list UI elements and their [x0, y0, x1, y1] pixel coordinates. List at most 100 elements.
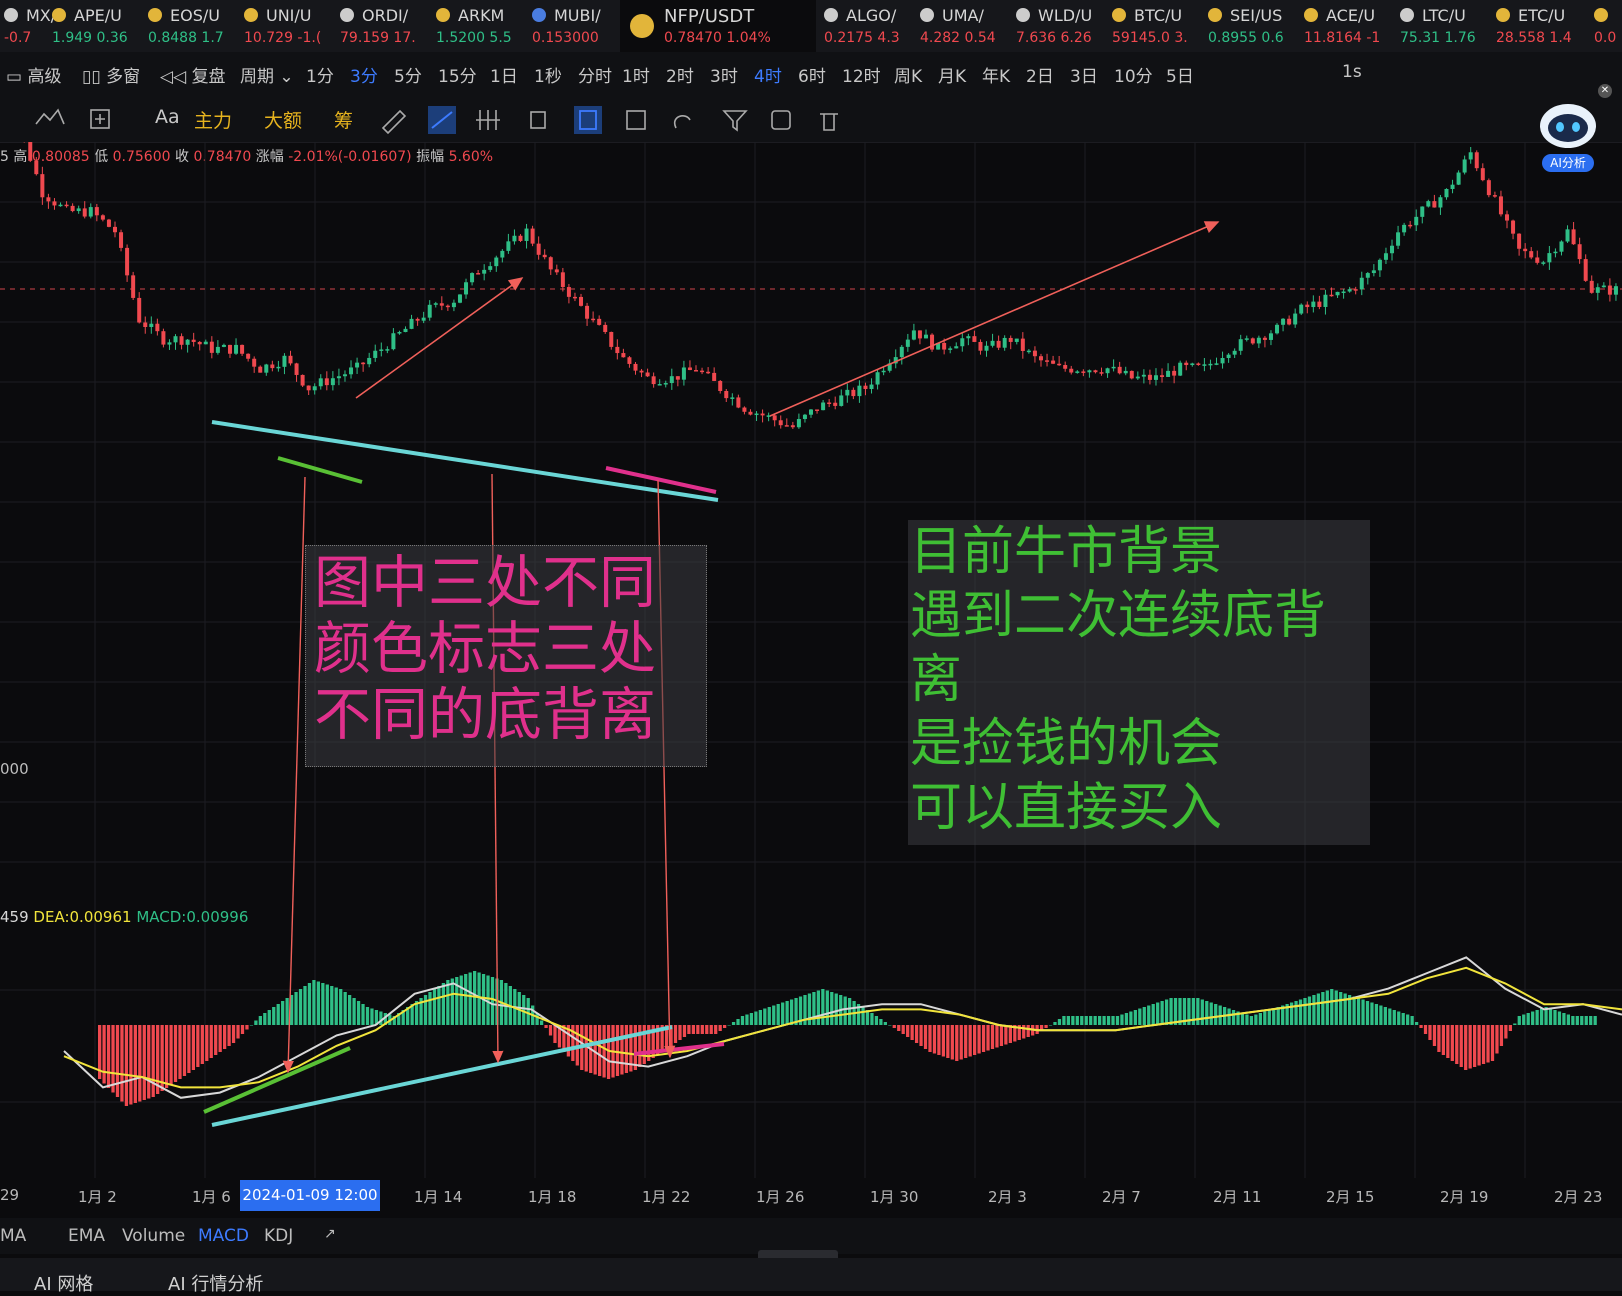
candle-body: [1008, 337, 1013, 342]
candle-body: [125, 247, 130, 276]
macd-histogram-bar: [1231, 1010, 1236, 1025]
ticker-item[interactable]: SEI/US 0.8955 0.6: [1204, 0, 1300, 52]
period-年K[interactable]: 年K: [982, 67, 1011, 87]
candle-body: [1547, 253, 1552, 263]
macd-histogram-bar: [602, 1025, 606, 1078]
candle-body: [579, 296, 584, 306]
period-1日[interactable]: 1日: [490, 67, 518, 87]
ticker-price: 0.8955 0.6: [1208, 30, 1284, 46]
period-3时[interactable]: 3时: [710, 67, 738, 87]
macd-histogram-bar: [1459, 1025, 1463, 1067]
period-1时[interactable]: 1时: [622, 67, 650, 87]
ticker-item[interactable]: NFP/USDT 0.78470 1.04%: [620, 0, 816, 52]
macd-histogram-bar: [1303, 998, 1307, 1025]
macd-histogram-bar: [834, 993, 838, 1025]
ticker-item[interactable]: ORDI/79.159 17.: [336, 0, 432, 52]
macd-histogram-bar: [1272, 1008, 1276, 1025]
close-icon[interactable]: ✕: [1598, 84, 1612, 98]
period-dropdown[interactable]: 周期 ⌄: [240, 67, 294, 87]
macd-histogram-bar: [633, 1025, 637, 1070]
edit-indicator-icon[interactable]: ↗: [324, 1226, 336, 1242]
period-2日[interactable]: 2日: [1026, 67, 1054, 87]
ticker-item[interactable]: WLD/U 7.636 6.26: [1012, 0, 1108, 52]
period-分时[interactable]: 分时: [578, 67, 612, 87]
green-trendline-macd: [203, 1046, 351, 1114]
period-周K[interactable]: 周K: [894, 67, 923, 87]
tab-kdj[interactable]: KDJ: [264, 1226, 294, 1246]
macd-histogram-bar: [1419, 1025, 1423, 1028]
large-order-tool[interactable]: 大额: [264, 110, 303, 132]
macd-histogram-bar: [263, 1013, 267, 1025]
period-月K[interactable]: 月K: [938, 67, 967, 87]
ticker-item[interactable]: LTC/U 75.31 1.76: [1396, 0, 1492, 52]
ticker-item[interactable]: UNI/U 10.729 -1.(: [240, 0, 336, 52]
ticker-symbol: LTC/U: [1422, 6, 1466, 25]
ticker-item[interactable]: MX/ -0.7: [0, 0, 96, 52]
coin-icon: [1112, 8, 1126, 22]
ticker-item[interactable]: MUBI/0.153000: [528, 0, 624, 52]
candle-body: [639, 370, 644, 373]
period-6时[interactable]: 6时: [798, 67, 826, 87]
period-5日[interactable]: 5日: [1166, 67, 1194, 87]
candle-body: [1450, 184, 1455, 189]
ticker-price: 1.949 0.36: [52, 30, 128, 46]
ticker-item[interactable]: ALGO/0.2175 4.3: [820, 0, 916, 52]
candle-body: [330, 378, 335, 386]
macd-histogram-bar: [200, 1025, 204, 1064]
font-tool[interactable]: Aa: [155, 106, 180, 128]
candle-body: [869, 384, 874, 390]
candle-body: [457, 294, 462, 303]
candle-body: [778, 420, 783, 426]
replay-button[interactable]: ◁◁ 复盘: [160, 67, 226, 87]
ticker-item[interactable]: UMA/4.282 0.54: [916, 0, 1012, 52]
tab-ema[interactable]: EMA: [68, 1226, 106, 1246]
drawing-tool-icons[interactable]: [0, 102, 860, 136]
period-2时[interactable]: 2时: [666, 67, 694, 87]
candle-body: [161, 331, 166, 345]
candle-body: [790, 425, 795, 428]
macd-histogram-bar: [1289, 1002, 1294, 1025]
ai-market-analysis-link[interactable]: AI 行情分析: [168, 1274, 264, 1295]
macd-histogram-bar: [593, 1025, 597, 1075]
ai-grid-link[interactable]: AI 网格: [34, 1274, 94, 1295]
period-10分[interactable]: 10分: [1114, 67, 1153, 87]
macd-histogram-bar: [1437, 1025, 1441, 1052]
tab-macd[interactable]: MACD: [198, 1226, 249, 1246]
annotation-box-divergence[interactable]: 图中三处不同 颜色标志三处 不同的底背离: [305, 545, 707, 767]
price-chart[interactable]: [0, 142, 1622, 1178]
candle-body: [306, 385, 311, 391]
multi-window-button[interactable]: ▯▯ 多窗: [82, 67, 141, 87]
annotation-box-bull[interactable]: 目前牛市背景 遇到二次连续底背 离 是捡钱的机会 可以直接买入: [908, 520, 1370, 845]
macd-histogram-bar: [1169, 998, 1173, 1025]
macd-histogram-bar: [1071, 1016, 1075, 1025]
tab-volume[interactable]: Volume: [122, 1226, 186, 1246]
macd-histogram-bar: [1022, 1025, 1026, 1039]
period-3日[interactable]: 3日: [1070, 67, 1098, 87]
period-3分[interactable]: 3分: [350, 67, 378, 87]
period-15分[interactable]: 15分: [438, 67, 477, 87]
macd-histogram-bar: [1513, 1023, 1517, 1025]
ai-robot-icon[interactable]: AI分析: [1530, 96, 1606, 176]
ticker-item[interactable]: 0.0: [1590, 0, 1622, 52]
period-5分[interactable]: 5分: [394, 67, 422, 87]
ticker-item[interactable]: ETC/U 28.558 1.4: [1492, 0, 1588, 52]
tab-ma[interactable]: MA: [0, 1226, 27, 1246]
period-1分[interactable]: 1分: [306, 67, 334, 87]
macd-histogram-bar: [249, 1025, 254, 1026]
main-force-tool[interactable]: 主力: [194, 110, 233, 132]
period-4时[interactable]: 4时: [754, 67, 782, 87]
chip-tool[interactable]: 筹: [334, 110, 354, 132]
ticker-item[interactable]: ACE/U 11.8164 -1: [1300, 0, 1396, 52]
ticker-item[interactable]: EOS/U 0.8488 1.7: [144, 0, 240, 52]
macd-histogram-bar: [1182, 998, 1187, 1025]
ticker-item[interactable]: APE/U 1.949 0.36: [48, 0, 144, 52]
period-1秒[interactable]: 1秒: [534, 67, 562, 87]
period-12时[interactable]: 12时: [842, 67, 881, 87]
ticker-item[interactable]: BTC/U 59145.0 3.: [1108, 0, 1204, 52]
macd-histogram-bar: [955, 1025, 959, 1061]
ticker-item[interactable]: ARKM 1.5200 5.5: [432, 0, 528, 52]
one-second-button[interactable]: 1s: [1342, 62, 1362, 82]
x-tick-label: 1月 26: [756, 1188, 805, 1206]
advanced-button[interactable]: ▭ 高级: [6, 67, 62, 87]
macd-histogram-bar: [723, 1025, 727, 1028]
